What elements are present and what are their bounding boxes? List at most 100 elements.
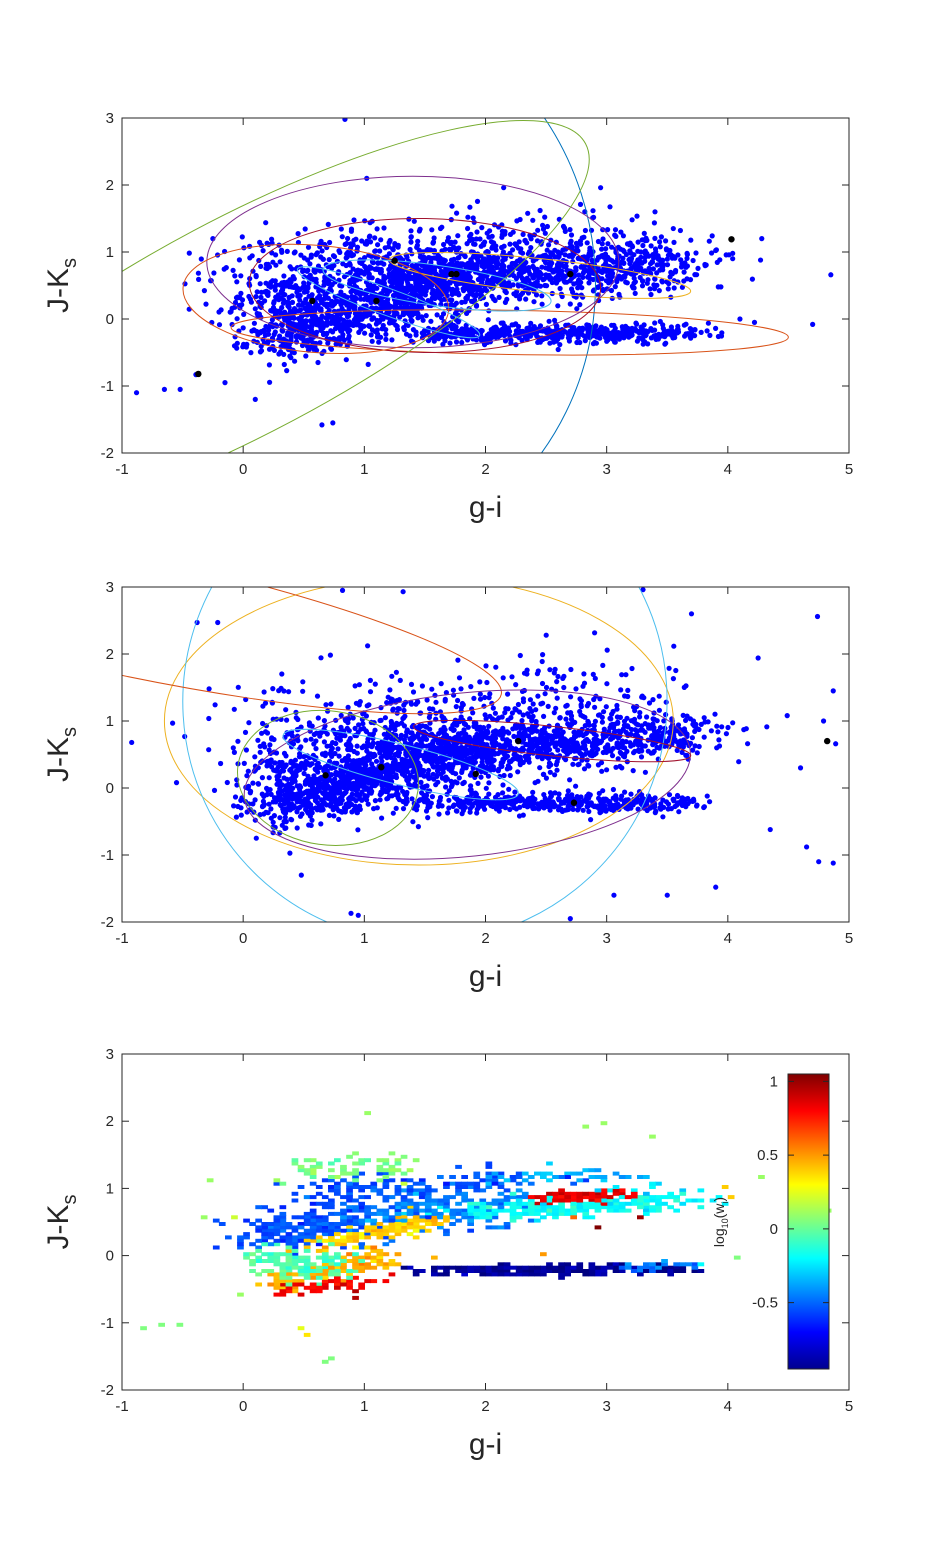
scatter-point: [320, 256, 326, 262]
scatter-point: [258, 263, 264, 269]
scatter-point: [367, 312, 373, 318]
outlier-point: [222, 380, 228, 386]
scatter-point: [353, 322, 359, 328]
scatter-point: [609, 753, 616, 759]
cluster-ellipse: [182, 243, 450, 355]
scatter-point: [243, 747, 249, 753]
scatter-point: [571, 733, 578, 739]
scatter-point: [365, 361, 371, 367]
scatter-point: [639, 260, 645, 266]
scatter-point: [534, 238, 541, 244]
scatter-point: [599, 768, 605, 774]
scatter-point: [263, 280, 269, 286]
scatter-point: [468, 744, 474, 751]
scatter-point: [655, 254, 661, 260]
scatter-point: [277, 259, 283, 265]
scatter-point: [574, 306, 580, 312]
scatter-point: [679, 284, 686, 290]
scatter-point: [375, 740, 381, 747]
scatter-point: [426, 264, 432, 270]
scatter-point: [648, 261, 654, 267]
scatter-point: [438, 314, 445, 321]
scatter-point: [409, 290, 415, 296]
scatter-point: [653, 332, 659, 338]
scatter-point: [592, 718, 599, 725]
scatter-point: [692, 333, 698, 339]
scatter-point: [264, 240, 270, 246]
scatter-point: [335, 746, 341, 752]
scatter-point: [461, 779, 467, 786]
scatter-point: [658, 234, 665, 240]
scatter-point: [671, 285, 677, 291]
scatter-point: [313, 276, 319, 282]
scatter-point: [651, 220, 658, 226]
scatter-point: [401, 737, 407, 743]
scatter-point: [255, 781, 262, 787]
scatter-point: [332, 750, 338, 757]
scatter-point: [586, 250, 592, 256]
scatter-point: [661, 718, 667, 724]
scatter-point: [281, 361, 287, 368]
scatter-point: [603, 749, 610, 756]
scatter-point: [263, 323, 269, 330]
scatter-point: [398, 304, 404, 310]
scatter-point: [542, 253, 549, 259]
scatter-point: [654, 270, 660, 276]
scatter-point: [530, 713, 536, 719]
scatter-point: [283, 707, 289, 713]
scatter-point: [327, 313, 333, 319]
scatter-point: [607, 257, 613, 263]
scatter-point: [312, 793, 318, 799]
scatter-point: [539, 293, 545, 299]
scatter-point: [295, 308, 301, 314]
scatter-point: [554, 767, 560, 773]
scatter-point: [458, 755, 465, 761]
scatter-point: [552, 247, 558, 253]
scatter-point: [507, 772, 513, 779]
scatter-point: [273, 262, 279, 268]
scatter-point: [509, 270, 515, 276]
scatter-point: [648, 243, 654, 249]
scatter-point: [511, 291, 517, 297]
scatter-point: [369, 299, 375, 305]
scatter-point: [567, 301, 573, 307]
scatter-point: [455, 233, 461, 239]
scatter-point: [298, 252, 304, 258]
scatter-point: [428, 318, 434, 324]
scatter-point: [573, 240, 580, 246]
scatter-point: [669, 255, 675, 261]
scatter-point: [332, 301, 338, 307]
scatter-point: [587, 276, 593, 282]
scatter-point: [302, 285, 309, 291]
scatter-point: [516, 730, 522, 736]
scatter-point: [514, 258, 520, 264]
scatter-point: [599, 719, 606, 725]
scatter-point: [438, 748, 444, 754]
outlier-point: [598, 185, 604, 191]
scatter-point: [690, 721, 696, 727]
cluster-ellipse: [296, 266, 481, 339]
scatter-point: [696, 726, 702, 733]
scatter-point: [688, 237, 694, 243]
scatter-point: [571, 293, 577, 299]
scatter-point: [716, 737, 722, 743]
scatter-point: [234, 782, 240, 788]
scatter-point: [650, 726, 657, 732]
scatter-point: [509, 247, 516, 253]
scatter-point: [415, 281, 421, 287]
scatter-point: [387, 278, 393, 284]
scatter-point: [665, 252, 672, 258]
scatter-point: [365, 801, 371, 807]
scatter-point: [454, 210, 460, 216]
scatter-point: [552, 254, 558, 260]
scatter-point: [604, 767, 610, 773]
scatter-point: [530, 274, 536, 280]
scatter-point: [499, 261, 505, 267]
scatter-point: [260, 248, 266, 254]
scatter-point: [607, 204, 613, 210]
scatter-point: [650, 721, 656, 727]
scatter-point: [442, 273, 449, 279]
scatter-point: [244, 773, 250, 779]
scatter-point: [637, 727, 644, 733]
scatter-point: [290, 785, 296, 791]
